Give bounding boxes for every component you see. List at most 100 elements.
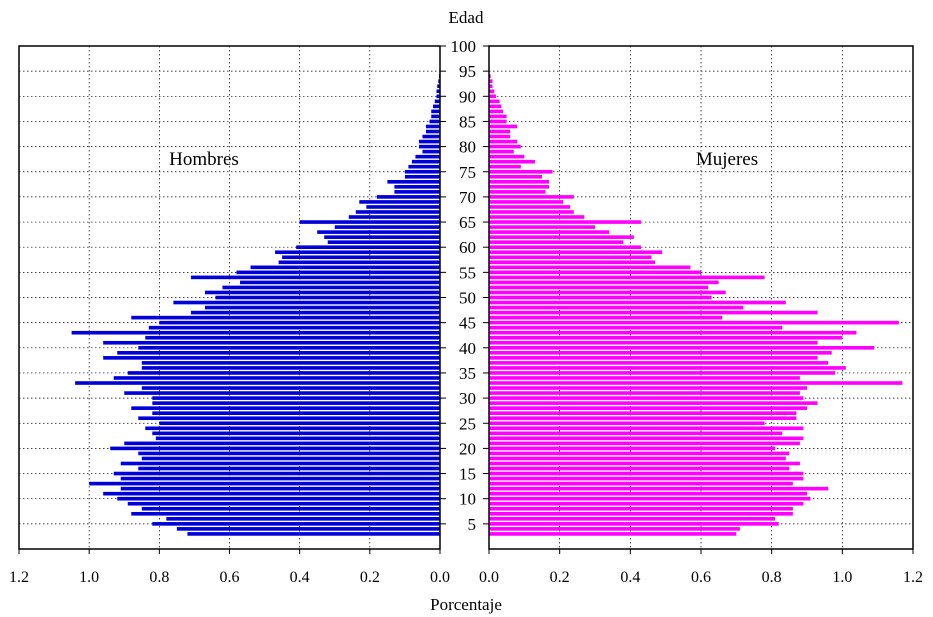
mujeres-bar bbox=[489, 255, 652, 260]
mujeres-bar bbox=[489, 501, 804, 506]
hombres-bar bbox=[404, 169, 440, 174]
mujeres-bar bbox=[489, 466, 790, 471]
right-x-tick-label: 0.6 bbox=[691, 569, 711, 586]
age-tick-label: 20 bbox=[459, 439, 476, 458]
mujeres-bar bbox=[489, 285, 709, 290]
hombres-bar bbox=[415, 154, 440, 159]
mujeres-bar bbox=[489, 396, 804, 400]
hombres-bar bbox=[159, 320, 441, 325]
hombres-bar bbox=[418, 139, 440, 144]
hombres-bar bbox=[431, 109, 440, 114]
mujeres-bar bbox=[489, 114, 507, 119]
hombres-bar bbox=[117, 496, 440, 501]
hombres-bar bbox=[131, 315, 440, 320]
mujeres-bar bbox=[489, 169, 553, 174]
age-tick-label: 65 bbox=[459, 213, 476, 232]
age-tick-label: 10 bbox=[459, 490, 476, 509]
mujeres-bar bbox=[489, 139, 518, 144]
hombres-bar bbox=[425, 129, 440, 134]
mujeres-bar bbox=[489, 275, 765, 280]
hombres-bar bbox=[110, 446, 440, 451]
age-tick-label: 60 bbox=[459, 238, 476, 257]
mujeres-bar bbox=[489, 89, 495, 94]
mujeres-bar bbox=[489, 74, 491, 78]
mujeres-bar bbox=[489, 345, 875, 350]
hombres-bar bbox=[187, 532, 440, 536]
mujeres-bar bbox=[489, 391, 800, 395]
mujeres-bar bbox=[489, 441, 800, 446]
hombres-bar bbox=[204, 305, 440, 310]
mujeres-bar bbox=[489, 330, 857, 335]
hombres-bar bbox=[120, 486, 440, 491]
age-tick-label: 25 bbox=[459, 414, 476, 433]
hombres-bar bbox=[429, 119, 440, 124]
hombres-bar bbox=[176, 527, 440, 531]
age-tick-label: 15 bbox=[459, 465, 476, 484]
hombres-bar bbox=[215, 295, 440, 300]
hombres-bar bbox=[152, 431, 441, 436]
mujeres-bar bbox=[489, 451, 790, 456]
right-x-tick-label: 0.0 bbox=[479, 569, 499, 586]
age-tick-label: 75 bbox=[459, 163, 476, 182]
hombres-bar bbox=[387, 179, 440, 184]
hombres-bar bbox=[89, 481, 441, 486]
mujeres-bar bbox=[489, 506, 793, 511]
mujeres-bar bbox=[489, 335, 843, 340]
hombres-bar bbox=[120, 461, 440, 466]
hombres-bar bbox=[141, 386, 440, 390]
hombres-bar bbox=[394, 190, 440, 194]
hombres-bar bbox=[431, 114, 440, 119]
hombres-bar bbox=[127, 371, 440, 375]
hombres-bar bbox=[141, 506, 440, 511]
mujeres-bar bbox=[489, 376, 800, 380]
mujeres-bar bbox=[489, 245, 641, 250]
mujeres-bar bbox=[489, 179, 550, 184]
hombres-bar bbox=[327, 240, 440, 244]
age-tick-label: 40 bbox=[459, 339, 476, 358]
hombres-bar bbox=[152, 522, 441, 526]
hombres-bar bbox=[145, 426, 441, 431]
hombres-bar bbox=[71, 330, 440, 335]
mujeres-bar bbox=[489, 185, 550, 189]
hombres-bar bbox=[282, 255, 440, 260]
hombres-bar bbox=[148, 325, 440, 330]
mujeres-bar bbox=[489, 411, 797, 416]
mujeres-bar bbox=[489, 154, 525, 159]
age-tick-label: 85 bbox=[459, 112, 476, 131]
hombres-bar bbox=[141, 456, 440, 461]
mujeres-bar bbox=[489, 94, 497, 99]
mujeres-bar bbox=[489, 406, 807, 410]
hombres-bar bbox=[275, 250, 440, 255]
mujeres-bar bbox=[489, 210, 574, 214]
hombres-bar bbox=[75, 381, 440, 385]
mujeres-bar bbox=[489, 295, 712, 300]
mujeres-bar bbox=[489, 305, 744, 310]
age-tick-label: 55 bbox=[459, 263, 476, 282]
hombres-bar bbox=[411, 159, 440, 164]
chart-title: Edad bbox=[449, 8, 484, 27]
hombres-bar bbox=[138, 466, 441, 471]
mujeres-bar bbox=[489, 421, 765, 426]
age-tick-label: 30 bbox=[459, 389, 476, 408]
mujeres-bar bbox=[489, 522, 779, 526]
hombres-bar bbox=[120, 476, 440, 481]
mujeres-bar bbox=[489, 366, 846, 370]
mujeres-bar bbox=[489, 456, 786, 461]
mujeres-bar bbox=[489, 356, 818, 360]
mujeres-bar bbox=[489, 79, 493, 84]
age-tick-label: 90 bbox=[459, 87, 476, 106]
mujeres-bar bbox=[489, 174, 542, 179]
hombres-bar bbox=[152, 411, 441, 416]
hombres-bar bbox=[155, 436, 440, 441]
mujeres-bar bbox=[489, 300, 786, 305]
hombres-label: Hombres bbox=[169, 149, 239, 170]
mujeres-bar bbox=[489, 476, 804, 481]
hombres-bar bbox=[359, 200, 440, 204]
age-tick-label: 95 bbox=[459, 62, 476, 81]
mujeres-bar bbox=[489, 511, 793, 516]
mujeres-bar bbox=[489, 104, 502, 109]
mujeres-bar bbox=[489, 471, 804, 476]
mujeres-bar bbox=[489, 371, 836, 375]
age-tick-label: 45 bbox=[459, 314, 476, 333]
hombres-bar bbox=[366, 205, 440, 209]
